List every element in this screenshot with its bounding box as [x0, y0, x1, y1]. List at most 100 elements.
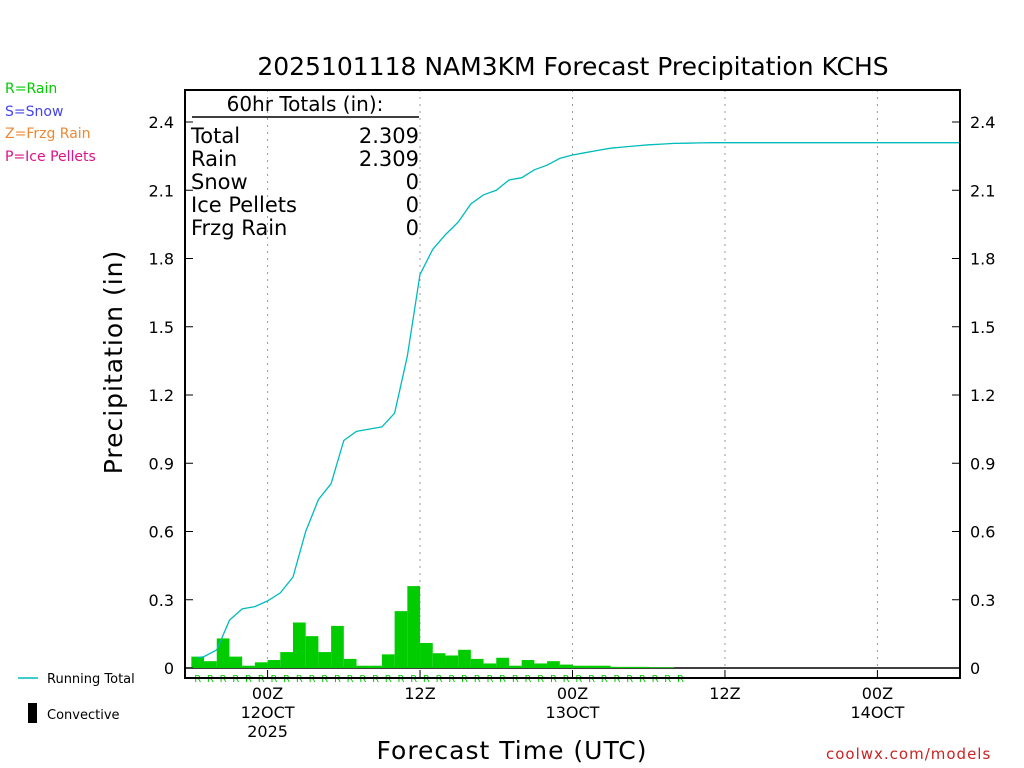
- y-tick-label-left-4: 1.2: [149, 386, 174, 405]
- x-tick-label-0-0: 00Z: [252, 684, 283, 703]
- rain-bar-8: [280, 652, 293, 668]
- running-total-label: Running Total: [47, 672, 135, 687]
- y-tick-label-left-7: 2.1: [149, 181, 174, 200]
- rain-bar-22: [458, 649, 471, 668]
- totals-value-1: 2.309: [359, 147, 419, 171]
- ptype-marker-10: R: [309, 674, 316, 685]
- y-tick-label-right-3: 0.9: [970, 454, 995, 473]
- rain-bar-5: [242, 665, 255, 668]
- ptype-marker-14: R: [359, 674, 366, 685]
- rain-bar-20: [432, 653, 446, 668]
- x-tick-label-2-1: 13OCT: [546, 703, 600, 722]
- ptype-marker-9: R: [296, 674, 303, 685]
- ptype-marker-7: R: [270, 674, 277, 685]
- ptype-marker-39: R: [677, 674, 684, 685]
- ptype-marker-6: R: [258, 674, 265, 685]
- rain-bar-34: [610, 666, 624, 668]
- totals-value-0: 2.309: [359, 124, 419, 148]
- rain-bar-25: [496, 657, 509, 668]
- x-tick-label-4-1: 14OCT: [850, 703, 904, 722]
- rain-bar-32: [585, 665, 598, 668]
- ptype-marker-29: R: [550, 674, 557, 685]
- rain-bar-29: [547, 661, 560, 668]
- rain-bar-33: [597, 665, 611, 668]
- ice-pellets-legend-item: P=Ice Pellets: [5, 149, 96, 165]
- y-tick-label-right-2: 0.6: [970, 523, 995, 542]
- ptype-marker-31: R: [575, 674, 582, 685]
- ptype-marker-16: R: [385, 674, 392, 685]
- y-tick-label-left-0: 0: [164, 659, 174, 678]
- ptype-marker-36: R: [639, 674, 646, 685]
- totals-value-2: 0: [406, 170, 419, 194]
- x-tick-label-0-1: 12OCT: [241, 703, 295, 722]
- y-tick-label-right-0: 0: [970, 659, 980, 678]
- grid-layer: [185, 90, 960, 678]
- ptype-marker-22: R: [461, 674, 468, 685]
- totals-label-0: Total: [190, 124, 240, 148]
- rain-bar-16: [381, 654, 395, 668]
- ptype-marker-32: R: [588, 674, 595, 685]
- ptype-marker-12: R: [334, 674, 341, 685]
- rain-bar-35: [623, 666, 637, 668]
- rain-bar-21: [445, 655, 459, 668]
- ptype-marker-38: R: [664, 674, 671, 685]
- snow-legend-item: S=Snow: [5, 104, 64, 120]
- y-tick-label-right-5: 1.5: [970, 318, 995, 337]
- rain-bar-23: [470, 658, 484, 668]
- line-layer: [197, 142, 960, 659]
- rain-bar-31: [572, 665, 586, 668]
- totals-label-3: Ice Pellets: [191, 193, 297, 217]
- y-tick-label-right-6: 1.8: [970, 250, 995, 269]
- ptype-marker-20: R: [436, 674, 443, 685]
- ptype-marker-25: R: [499, 674, 506, 685]
- rain-bar-13: [343, 658, 357, 668]
- totals-rows: Total 2.309 Rain 2.309 Snow 0 Ice Pellets 0 Frzg…: [190, 124, 419, 240]
- ptype-marker-19: R: [423, 674, 430, 685]
- rain-bar-19: [420, 642, 433, 668]
- y-tick-label-left-1: 0.3: [149, 591, 174, 610]
- rain-bar-9: [292, 622, 306, 668]
- totals-label-4: Frzg Rain: [191, 216, 287, 240]
- ptype-marker-30: R: [563, 674, 570, 685]
- rain-bar-17: [394, 611, 408, 668]
- ptype-marker-4: R: [232, 674, 239, 685]
- rain-bar-10: [305, 636, 319, 668]
- rain-bar-18: [407, 586, 421, 668]
- x-tick-label-0-2: 2025: [247, 722, 288, 741]
- totals-value-4: 0: [406, 216, 419, 240]
- ptype-marker-34: R: [613, 674, 620, 685]
- credit-text: coolwx.com/models: [826, 745, 992, 763]
- rain-bar-30: [559, 664, 573, 668]
- totals-heading: 60hr Totals (in):: [227, 92, 384, 116]
- y-tick-label-left-5: 1.5: [149, 318, 174, 337]
- y-tick-label-left-8: 2.4: [149, 113, 174, 132]
- rain-bar-1: [191, 656, 205, 668]
- rain-bar-2: [204, 661, 217, 668]
- rain-legend-item: R=Rain: [5, 81, 58, 97]
- rain-bar-6: [254, 662, 268, 668]
- ptype-marker-17: R: [398, 674, 405, 685]
- x-axis-label: Forecast Time (UTC): [377, 736, 648, 765]
- y-axis-ticks: 0 00.3 0.30.6 0.60.9 0.91.2 1.21.5 1.51.8 1.82.…: [149, 113, 996, 678]
- chart-title: 2025101118 NAM3KM Forecast Precipitation…: [257, 52, 888, 81]
- y-tick-label-right-8: 2.4: [970, 113, 995, 132]
- ptype-marker-18: R: [410, 674, 417, 685]
- x-tick-label-1-0: 12Z: [404, 684, 435, 703]
- rain-bar-24: [483, 663, 497, 668]
- rain-bar-7: [267, 660, 281, 668]
- rain-bar-15: [369, 665, 382, 668]
- ptype-marker-26: R: [512, 674, 519, 685]
- running-total-line: [197, 142, 960, 659]
- ptype-marker-35: R: [626, 674, 633, 685]
- y-tick-label-right-4: 1.2: [970, 386, 995, 405]
- convective-swatch: [28, 703, 37, 723]
- convective-label: Convective: [47, 708, 120, 723]
- ptype-marker-28: R: [537, 674, 544, 685]
- y-tick-label-right-1: 0.3: [970, 591, 995, 610]
- totals-label-1: Rain: [191, 147, 237, 171]
- ptype-marker-5: R: [245, 674, 252, 685]
- ptype-marker-2: R: [207, 674, 214, 685]
